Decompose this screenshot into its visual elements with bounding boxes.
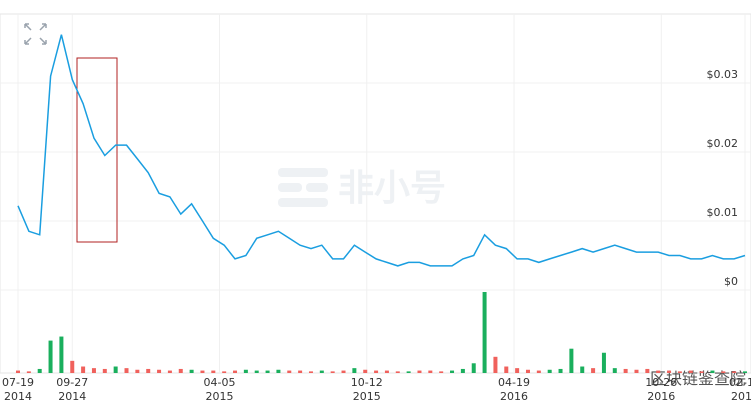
volume-bar <box>569 348 574 373</box>
volume-bar <box>70 360 75 373</box>
volume-bar <box>330 371 335 373</box>
volume-bar <box>276 369 281 373</box>
x-tick-label: 10-12 2015 <box>350 376 383 403</box>
expand-icon[interactable] <box>24 23 47 45</box>
volume-bar <box>710 370 715 373</box>
y-tick-label: $0.03 <box>707 68 739 81</box>
volume-bar <box>308 371 313 373</box>
volume-bar <box>721 371 726 373</box>
x-tick-label: 07-19 2014 <box>2 376 34 403</box>
volume-bar <box>178 368 183 373</box>
volume-bar <box>135 369 140 373</box>
y-tick-label: $0 <box>724 275 738 288</box>
volume-bar <box>667 370 672 373</box>
watermark: 非小号 <box>338 168 446 209</box>
volume-bar <box>102 368 107 373</box>
volume-bar <box>699 371 704 373</box>
volume-bar <box>515 368 520 373</box>
volume-bar <box>243 369 248 373</box>
source-watermark: 区块链鉴查院 <box>650 369 746 388</box>
volume-bar <box>200 370 205 373</box>
y-tick-label: $0.01 <box>707 206 739 219</box>
x-tick-label: 04-19 2016 <box>498 376 531 403</box>
volume-bar <box>341 370 346 373</box>
price-line <box>17 34 746 267</box>
volume-bar <box>450 370 455 373</box>
volume-bar <box>254 370 259 373</box>
volume-bar <box>406 371 411 373</box>
volume-bar <box>428 370 433 373</box>
volume-bar <box>211 370 216 373</box>
volume-bar <box>612 368 617 373</box>
volume-bar <box>732 371 737 373</box>
volume-bar <box>222 371 227 373</box>
volume-bar <box>384 370 389 373</box>
volume-bar <box>287 370 292 373</box>
volume-bar <box>157 369 162 373</box>
watermark-logo <box>278 168 328 207</box>
volume-bar <box>417 370 422 373</box>
x-tick-label: 04-05 2015 <box>203 376 236 403</box>
volume-bar <box>536 370 541 373</box>
volume-bar <box>91 368 96 373</box>
volume-bar <box>580 366 585 373</box>
plot-frame <box>0 13 751 374</box>
volume-bar <box>233 370 238 373</box>
volume-bar <box>591 368 596 373</box>
volume-bar <box>48 340 53 373</box>
volume-bar <box>623 368 628 373</box>
volume-bar <box>81 366 86 373</box>
volume-bar <box>558 368 563 373</box>
volume-bar <box>298 370 303 373</box>
volume-bar <box>471 363 476 373</box>
volume-bar <box>525 369 530 373</box>
volume-bar <box>363 369 368 373</box>
volume-bar <box>460 368 465 373</box>
volume-bar <box>26 371 31 373</box>
volume-bar <box>504 366 509 373</box>
volume-bar <box>124 368 129 373</box>
volume-bar <box>656 370 661 373</box>
volume-bar <box>16 370 20 373</box>
volume-bar <box>645 368 650 373</box>
volume-bar <box>547 369 552 373</box>
volume-bar <box>634 369 639 373</box>
volume-bar <box>319 370 324 373</box>
volume-bar <box>37 368 42 373</box>
volume-bar <box>493 356 498 373</box>
volume-bar <box>189 369 194 373</box>
volume-bar <box>677 371 682 373</box>
volume-bar <box>265 370 270 373</box>
volume-bar <box>482 292 487 373</box>
volume-bar <box>688 370 693 373</box>
volume-bar <box>601 352 606 373</box>
x-tick-label: 10-26 2016 <box>645 376 678 403</box>
volume-bar <box>113 366 118 373</box>
volume-bar <box>439 371 444 373</box>
volume-bar <box>59 336 64 373</box>
volume-bar <box>395 371 400 373</box>
y-tick-label: $0.02 <box>707 137 739 150</box>
volume-bar <box>167 370 172 373</box>
highlight-box <box>76 57 118 243</box>
x-tick-label: 02-11 2017 <box>729 376 751 403</box>
volume-bar <box>374 370 379 373</box>
volume-bar <box>743 371 747 373</box>
volume-bar <box>146 368 151 373</box>
volume-bar <box>352 368 357 373</box>
x-tick-label: 09-27 2014 <box>56 376 89 403</box>
